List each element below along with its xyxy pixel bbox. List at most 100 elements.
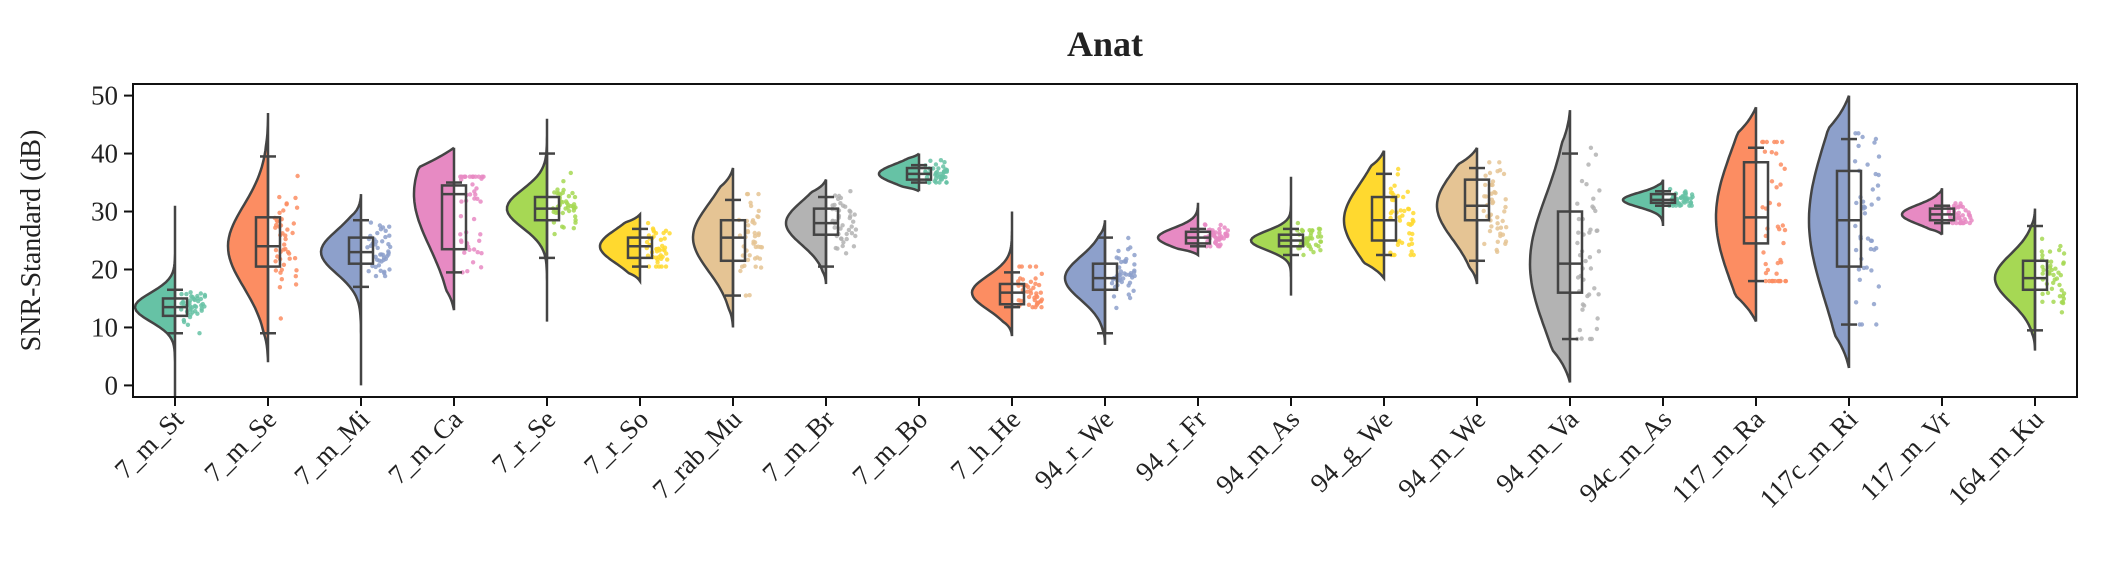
data-point xyxy=(1318,239,1324,244)
data-point xyxy=(570,190,575,196)
chart-title: Anat xyxy=(1067,24,1143,64)
data-point xyxy=(382,269,387,274)
data-point xyxy=(478,265,484,270)
data-point xyxy=(2049,267,2054,273)
data-point xyxy=(1407,231,1412,236)
data-point xyxy=(1872,140,1877,145)
data-point xyxy=(1760,205,1765,210)
data-point xyxy=(561,179,566,184)
data-point xyxy=(941,170,946,175)
data-point xyxy=(552,231,557,237)
data-point xyxy=(853,233,858,239)
data-point xyxy=(2056,270,2061,275)
data-point xyxy=(187,298,193,303)
data-point xyxy=(473,192,478,197)
data-point xyxy=(1683,189,1688,194)
x-tick-label: 7_rab_Mu xyxy=(646,404,747,505)
data-point xyxy=(933,172,938,177)
data-point xyxy=(277,210,282,215)
data-point xyxy=(843,251,849,256)
data-point xyxy=(1224,233,1229,238)
data-point xyxy=(375,245,380,251)
data-point xyxy=(1487,160,1492,165)
data-point xyxy=(663,264,669,269)
data-point xyxy=(1408,222,1413,227)
data-point xyxy=(753,264,758,269)
x-tick-label: 94_r_Fr xyxy=(1130,404,1213,487)
data-point xyxy=(1300,228,1306,234)
data-point xyxy=(1594,228,1599,233)
data-point xyxy=(1311,250,1316,255)
data-point xyxy=(1036,282,1042,288)
data-point xyxy=(653,255,659,260)
data-point xyxy=(1316,226,1322,231)
x-tick-label: 94_m_We xyxy=(1392,404,1491,503)
data-point xyxy=(664,251,669,256)
data-point xyxy=(202,304,207,309)
data-point xyxy=(1405,189,1411,194)
data-point xyxy=(852,212,857,217)
data-point xyxy=(479,174,485,179)
data-point xyxy=(838,201,843,206)
data-point xyxy=(1588,266,1594,271)
data-point xyxy=(660,243,665,249)
data-point xyxy=(1594,326,1600,332)
data-point xyxy=(1503,204,1508,210)
data-point xyxy=(1963,208,1968,213)
data-point xyxy=(1411,210,1416,216)
data-point xyxy=(473,174,478,179)
data-point xyxy=(933,180,939,185)
data-point xyxy=(1595,316,1600,321)
data-point xyxy=(1495,239,1501,244)
data-point xyxy=(378,268,383,273)
data-point xyxy=(1761,250,1766,255)
data-point xyxy=(835,246,840,251)
violin-half xyxy=(505,118,549,322)
data-point xyxy=(1026,302,1032,307)
data-point xyxy=(193,304,199,309)
data-point xyxy=(188,290,193,295)
y-tick-label: 40 xyxy=(91,139,118,169)
data-point xyxy=(462,250,467,255)
data-point xyxy=(1857,322,1862,327)
data-point xyxy=(278,316,283,321)
data-point xyxy=(1873,136,1879,142)
data-point xyxy=(179,291,184,297)
data-point xyxy=(1202,222,1208,227)
violin-half xyxy=(1807,95,1851,369)
y-tick-label: 20 xyxy=(91,254,118,284)
data-point xyxy=(844,231,849,237)
data-point xyxy=(1033,281,1038,286)
data-point xyxy=(566,202,571,208)
data-point xyxy=(1782,227,1788,233)
data-point xyxy=(841,240,846,245)
data-point xyxy=(1580,307,1585,312)
data-point xyxy=(1487,228,1493,234)
data-point xyxy=(757,256,763,261)
data-point xyxy=(1483,182,1488,188)
data-point xyxy=(750,219,755,225)
data-point xyxy=(1856,131,1861,136)
data-point xyxy=(942,160,947,165)
data-point xyxy=(1778,278,1783,284)
data-point xyxy=(1596,249,1602,254)
data-point xyxy=(849,224,854,229)
x-tick-label: 7_r_Se xyxy=(486,404,561,479)
data-point xyxy=(748,200,753,205)
data-point xyxy=(1217,232,1222,237)
data-point xyxy=(1597,188,1602,193)
data-point xyxy=(380,239,385,244)
data-point xyxy=(941,164,946,169)
data-point xyxy=(477,238,482,243)
data-point xyxy=(1027,264,1033,269)
data-point xyxy=(275,219,280,224)
data-point xyxy=(2061,251,2067,256)
data-point xyxy=(1039,305,1044,310)
data-point xyxy=(1769,179,1775,184)
data-point xyxy=(1579,178,1585,184)
data-point xyxy=(2057,247,2062,253)
data-point xyxy=(465,269,470,274)
data-point xyxy=(1033,264,1039,269)
data-point xyxy=(2040,253,2045,258)
data-point xyxy=(1856,143,1861,149)
